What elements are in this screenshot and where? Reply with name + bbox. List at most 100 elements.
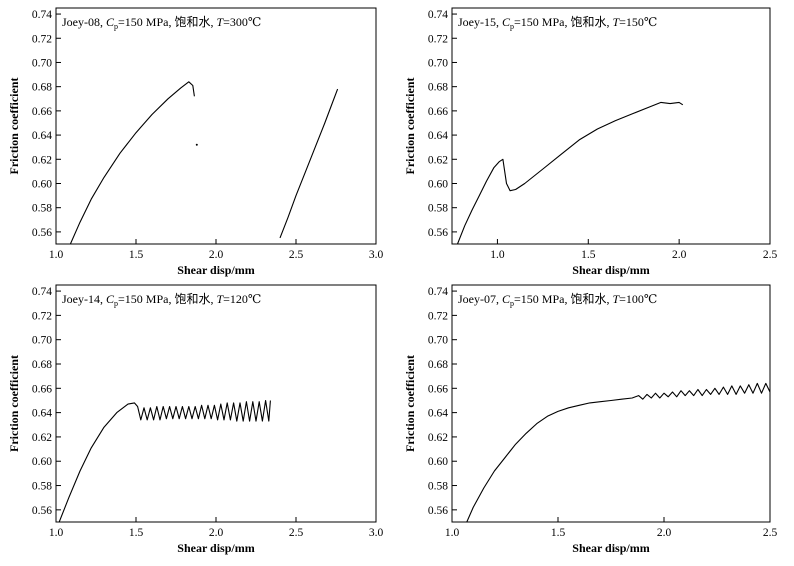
x-tick-label: 1.5 bbox=[129, 527, 144, 539]
title-t-symbol: T bbox=[216, 15, 224, 29]
y-tick-label: 0.58 bbox=[428, 481, 448, 493]
y-axis-label: Friction coefficient bbox=[403, 355, 417, 452]
chart-panel-3: 1.0 1.5 2.0 2.5 3.0 0.56 0.58 0.60 0.62 0.64 0.66 0… bbox=[7, 284, 384, 555]
panel-title: Joey-07, Cp=150 MPa, 饱和水, T=100℃ bbox=[458, 291, 657, 308]
x-tick-label: 2.5 bbox=[289, 527, 304, 539]
y-tick-label: 0.70 bbox=[32, 57, 52, 69]
y-tick-label: 0.66 bbox=[428, 383, 448, 395]
title-temperature: =100℃ bbox=[619, 292, 657, 306]
y-tick-label: 0.60 bbox=[32, 178, 52, 190]
title-c-symbol: C bbox=[502, 292, 511, 306]
x-tick-label: 2.5 bbox=[763, 249, 778, 261]
y-tick-label: 0.62 bbox=[32, 432, 52, 444]
y-tick-label: 0.56 bbox=[428, 227, 448, 239]
plot-frame bbox=[451, 7, 771, 245]
y-tick-label: 0.56 bbox=[428, 505, 448, 517]
x-tick-label: 3.0 bbox=[369, 249, 384, 261]
x-axis-label: Shear disp/mm bbox=[572, 541, 649, 555]
title-pressure: =150 MPa, 饱和水, bbox=[514, 291, 612, 306]
x-tick-label: 1.5 bbox=[581, 249, 596, 261]
title-pressure: =150 MPa, 饱和水, bbox=[118, 14, 216, 29]
data-line-segment bbox=[466, 382, 770, 522]
y-tick-label: 0.66 bbox=[428, 106, 448, 118]
y-tick-label: 0.64 bbox=[32, 408, 52, 420]
title-c-sub: p bbox=[510, 22, 514, 31]
data-series-1 bbox=[456, 101, 684, 244]
x-tick-label: 2.0 bbox=[657, 527, 672, 539]
y-tick-label: 0.56 bbox=[32, 227, 52, 239]
y-axis-label: Friction coefficient bbox=[403, 78, 417, 175]
y-tick-label: 0.66 bbox=[32, 106, 52, 118]
y-tick-label: 0.68 bbox=[428, 82, 448, 94]
y-tick-label: 0.62 bbox=[428, 154, 448, 166]
x-tick-label: 2.5 bbox=[763, 527, 778, 539]
y-tick-label: 0.62 bbox=[428, 432, 448, 444]
y-axis-label: Friction coefficient bbox=[7, 355, 21, 452]
x-tick-label: 2.0 bbox=[209, 527, 224, 539]
y-axis-label: Friction coefficient bbox=[7, 78, 21, 175]
y-tick-label: 0.72 bbox=[428, 310, 448, 322]
x-axis-label: Shear disp/mm bbox=[177, 263, 254, 277]
y-tick-label: 0.68 bbox=[428, 359, 448, 371]
y-tick-label: 0.68 bbox=[32, 359, 52, 371]
data-line-segment bbox=[279, 88, 339, 239]
y-tick-label: 0.74 bbox=[32, 9, 52, 21]
title-t-symbol: T bbox=[612, 15, 620, 29]
x-tick-label: 1.5 bbox=[551, 527, 566, 539]
y-tick-label: 0.72 bbox=[32, 310, 52, 322]
y-tick-label: 0.62 bbox=[32, 154, 52, 166]
y-tick-label: 0.74 bbox=[428, 9, 448, 21]
data-line-segment bbox=[69, 81, 195, 244]
y-tick-label: 0.68 bbox=[32, 82, 52, 94]
y-tick-label: 0.70 bbox=[32, 335, 52, 347]
x-tick-label: 1.0 bbox=[490, 249, 505, 261]
y-tick-label: 0.56 bbox=[32, 505, 52, 517]
data-series-1 bbox=[69, 81, 339, 244]
x-axis-label: Shear disp/mm bbox=[177, 541, 254, 555]
title-t-symbol: T bbox=[216, 292, 224, 306]
title-t-symbol: T bbox=[612, 292, 620, 306]
y-tick-label: 0.58 bbox=[32, 481, 52, 493]
y-tick-label: 0.58 bbox=[428, 203, 448, 215]
y-tick-label: 0.66 bbox=[32, 383, 52, 395]
x-tick-label: 2.5 bbox=[289, 249, 304, 261]
x-tick-label: 1.0 bbox=[49, 527, 64, 539]
title-c-symbol: C bbox=[502, 15, 511, 29]
x-tick-label: 2.0 bbox=[209, 249, 224, 261]
x-axis-label: Shear disp/mm bbox=[572, 263, 649, 277]
chart-panel-2: 1.0 1.5 2.0 2.5 0.56 0.58 0.60 0.62 0.64 0.66 0.68… bbox=[403, 7, 778, 277]
title-sample: Joey-14, bbox=[62, 292, 106, 306]
data-line-segment bbox=[58, 399, 271, 522]
plot-frame bbox=[55, 7, 377, 245]
x-tick-label: 1.0 bbox=[49, 249, 64, 261]
title-c-sub: p bbox=[114, 22, 118, 31]
title-sample: Joey-07, bbox=[458, 292, 502, 306]
title-temperature: =120℃ bbox=[223, 292, 261, 306]
y-tick-label: 0.72 bbox=[428, 33, 448, 45]
plot-frame bbox=[55, 284, 377, 523]
y-tick-label: 0.60 bbox=[428, 456, 448, 468]
y-tick-label: 0.58 bbox=[32, 203, 52, 215]
y-tick-label: 0.74 bbox=[428, 286, 448, 298]
y-tick-label: 0.64 bbox=[428, 130, 448, 142]
data-series-1 bbox=[58, 399, 271, 522]
title-temperature: =300℃ bbox=[223, 15, 261, 29]
y-tick-label: 0.70 bbox=[428, 335, 448, 347]
y-tick-label: 0.74 bbox=[32, 286, 52, 298]
title-temperature: =150℃ bbox=[619, 15, 657, 29]
y-tick-label: 0.60 bbox=[428, 178, 448, 190]
y-tick-label: 0.64 bbox=[32, 130, 52, 142]
x-tick-label: 3.0 bbox=[369, 527, 384, 539]
title-c-symbol: C bbox=[106, 292, 115, 306]
data-series-1 bbox=[466, 382, 770, 522]
y-tick-label: 0.70 bbox=[428, 57, 448, 69]
panel-title: Joey-15, Cp=150 MPa, 饱和水, T=150℃ bbox=[458, 14, 657, 31]
title-pressure: =150 MPa, 饱和水, bbox=[118, 291, 216, 306]
title-pressure: =150 MPa, 饱和水, bbox=[514, 14, 612, 29]
y-tick-label: 0.60 bbox=[32, 456, 52, 468]
x-tick-label: 1.5 bbox=[129, 249, 144, 261]
title-sample: Joey-08, bbox=[62, 15, 106, 29]
title-c-sub: p bbox=[114, 299, 118, 308]
data-line-segment bbox=[456, 101, 684, 244]
